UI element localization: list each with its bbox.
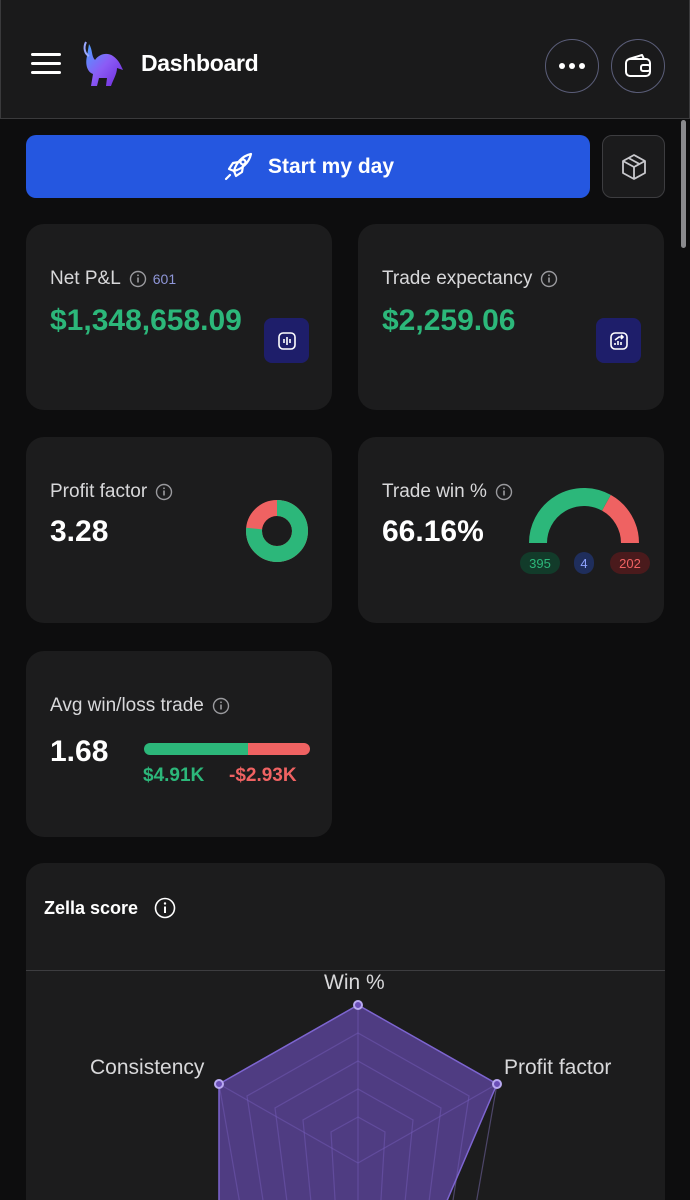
zella-score-card: Zella score Win % Profit factor Consiste… xyxy=(26,863,665,1200)
start-my-day-label: Start my day xyxy=(267,154,395,178)
trade-win-card[interactable]: Trade win % 66.16% 395 4 202 xyxy=(358,437,664,623)
avg-win-loss-value: 1.68 xyxy=(50,735,109,768)
profit-factor-value: 3.28 xyxy=(50,515,109,548)
avg-win-loss-label: Avg win/loss trade xyxy=(50,695,230,717)
info-icon[interactable] xyxy=(129,270,147,288)
trade-expectancy-label: Trade expectancy xyxy=(382,268,558,290)
trade-count: 601 xyxy=(152,271,177,287)
more-horizontal-icon xyxy=(559,63,585,69)
hamburger-icon[interactable] xyxy=(31,53,61,75)
page-title: Dashboard xyxy=(141,50,259,76)
info-icon[interactable] xyxy=(540,270,558,288)
zella-radar-chart xyxy=(214,1000,502,1200)
net-pnl-label: Net P&L 601 xyxy=(50,268,177,289)
trade-expectancy-value: $2,259.06 xyxy=(382,304,516,337)
divider xyxy=(26,970,665,971)
start-my-day-button[interactable]: Start my day xyxy=(26,135,590,198)
avg-win-loss-card[interactable]: Avg win/loss trade 1.68 $4.91K -$2.93K xyxy=(26,651,332,837)
wallet-icon xyxy=(625,54,651,77)
trend-up-icon xyxy=(609,331,628,350)
trade-expectancy-card[interactable]: Trade expectancy $2,259.06 xyxy=(358,224,664,410)
wallet-button[interactable] xyxy=(611,39,665,93)
gauge-loss-segment xyxy=(601,494,639,544)
more-button[interactable] xyxy=(545,39,599,93)
net-pnl-value: $1,348,658.09 xyxy=(50,304,242,337)
trade-win-value: 66.16% xyxy=(382,515,484,548)
profit-factor-label: Profit factor xyxy=(50,481,173,503)
profit-factor-donut xyxy=(246,500,308,562)
info-icon[interactable] xyxy=(154,897,176,919)
cube-button[interactable] xyxy=(602,135,665,198)
info-icon[interactable] xyxy=(495,483,513,501)
avg-loss-value: -$2.93K xyxy=(229,765,297,786)
radar-label-win: Win % xyxy=(324,971,385,994)
trade-expectancy-badge[interactable] xyxy=(596,318,641,363)
cube-icon xyxy=(621,153,646,180)
profit-factor-card[interactable]: Profit factor 3.28 xyxy=(26,437,332,623)
rocket-icon xyxy=(224,152,253,180)
gauge-win-segment xyxy=(529,488,611,544)
info-icon[interactable] xyxy=(155,483,173,501)
net-pnl-badge[interactable] xyxy=(264,318,309,363)
donut-win-segment xyxy=(246,500,308,562)
net-pnl-card[interactable]: Net P&L 601 $1,348,658.09 xyxy=(26,224,332,410)
avg-loss-bar xyxy=(247,743,310,755)
avg-win-value: $4.91K xyxy=(143,765,205,786)
trade-win-label: Trade win % xyxy=(382,481,513,503)
wins-pill: 395 xyxy=(520,552,560,574)
breakeven-pill: 4 xyxy=(574,552,594,574)
radar-label-profit-factor: Profit factor xyxy=(504,1056,612,1079)
losses-pill: 202 xyxy=(610,552,650,574)
avg-win-loss-bar xyxy=(144,743,310,755)
avg-win-bar xyxy=(144,743,248,755)
scrollbar[interactable] xyxy=(681,120,686,248)
radar-label-consistency: Consistency xyxy=(90,1056,205,1079)
bull-logo[interactable] xyxy=(81,40,125,90)
app-header: Dashboard xyxy=(0,0,690,119)
info-icon[interactable] xyxy=(212,697,230,715)
trade-win-gauge xyxy=(529,488,639,544)
chart-bars-icon xyxy=(277,331,296,350)
zella-score-title: Zella score xyxy=(44,897,176,919)
